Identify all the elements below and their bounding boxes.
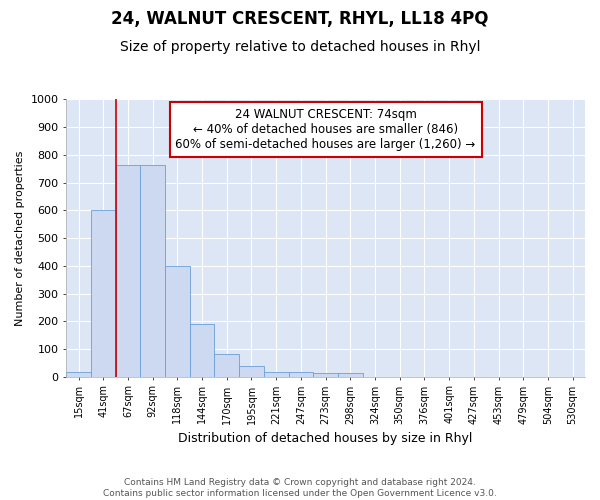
Bar bbox=[140, 164, 165, 376]
Bar bbox=[264, 372, 289, 376]
Text: Contains HM Land Registry data © Crown copyright and database right 2024.
Contai: Contains HM Land Registry data © Crown c… bbox=[103, 478, 497, 498]
Y-axis label: Number of detached properties: Number of detached properties bbox=[15, 150, 25, 326]
Bar bbox=[214, 354, 239, 376]
Bar bbox=[165, 266, 190, 376]
Bar bbox=[289, 372, 313, 376]
Bar bbox=[190, 324, 214, 376]
Bar bbox=[116, 164, 140, 376]
Bar bbox=[338, 374, 362, 376]
Bar bbox=[66, 372, 91, 376]
Bar bbox=[313, 374, 338, 376]
Bar bbox=[239, 366, 264, 376]
Text: Size of property relative to detached houses in Rhyl: Size of property relative to detached ho… bbox=[120, 40, 480, 54]
Bar bbox=[91, 210, 116, 376]
Text: 24 WALNUT CRESCENT: 74sqm
← 40% of detached houses are smaller (846)
60% of semi: 24 WALNUT CRESCENT: 74sqm ← 40% of detac… bbox=[175, 108, 476, 151]
Text: 24, WALNUT CRESCENT, RHYL, LL18 4PQ: 24, WALNUT CRESCENT, RHYL, LL18 4PQ bbox=[111, 10, 489, 28]
X-axis label: Distribution of detached houses by size in Rhyl: Distribution of detached houses by size … bbox=[178, 432, 473, 445]
